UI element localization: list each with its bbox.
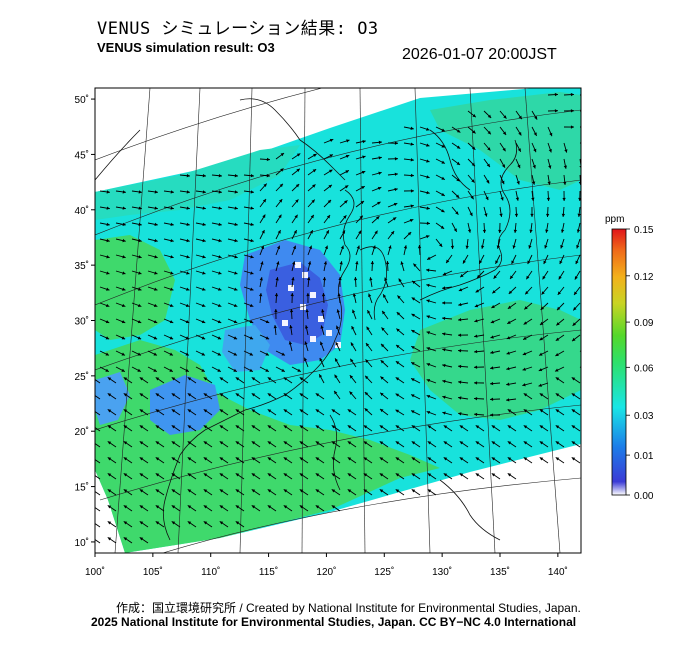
- lat-tick-label: 30˚: [75, 316, 89, 328]
- colorbar-gradient: [611, 228, 627, 496]
- lat-tick-label: 20˚: [75, 426, 89, 438]
- lon-tick-label: 120˚: [316, 566, 336, 578]
- colorbar-label: 0.09: [634, 318, 654, 329]
- lon-tick-label: 115˚: [259, 566, 278, 578]
- title-japanese: VENUS シミュレーション結果: O3: [97, 19, 379, 39]
- lon-tick-label: 110˚: [201, 566, 220, 578]
- o3-region-pacific: [410, 300, 581, 420]
- lon-tick-label: 130˚: [432, 566, 452, 578]
- title-english: VENUS simulation result: O3: [97, 40, 275, 55]
- colorbar-label: 0.03: [634, 411, 654, 422]
- lon-tick-label: 140˚: [548, 566, 568, 578]
- lat-tick-label: 45˚: [75, 149, 89, 161]
- lat-tick-label: 40˚: [75, 205, 89, 217]
- lon-tick-label: 125˚: [374, 566, 394, 578]
- lon-tick-label: 100˚: [85, 566, 105, 578]
- coastlines: [95, 98, 518, 541]
- colorbar-label: 0.00: [634, 491, 654, 502]
- o3-region-south-low: [222, 325, 270, 372]
- wind-vector-field: [95, 92, 581, 544]
- latitude-axis: 50˚ 45˚ 40˚ 35˚ 30˚ 25˚ 20˚ 15˚ 10˚: [75, 94, 95, 549]
- colorbar-label: 0.12: [634, 272, 654, 283]
- lon-tick-label: 135˚: [490, 566, 510, 578]
- o3-region-north: [95, 145, 300, 220]
- o3-near-zero-cells: [282, 262, 341, 348]
- longitude-axis: 100˚ 105˚ 110˚ 115˚ 120˚ 125˚ 130˚ 135˚ 140˚: [85, 553, 568, 578]
- lat-tick-label: 15˚: [75, 482, 89, 494]
- o3-region-eastchina-lowest: [266, 262, 328, 345]
- o3-region-northeast: [430, 92, 581, 190]
- copyright-line: 2025 National Institute for Environmenta…: [91, 615, 577, 629]
- graticule: [95, 88, 581, 553]
- lat-tick-label: 10˚: [75, 537, 89, 549]
- lat-tick-label: 35˚: [75, 260, 89, 272]
- colorbar-label: 0.15: [634, 225, 654, 236]
- colorbar-label: 0.01: [634, 451, 654, 462]
- colorbar-label: 0.06: [634, 363, 654, 374]
- lat-tick-label: 50˚: [75, 94, 89, 106]
- lat-tick-label: 25˚: [75, 371, 89, 383]
- credit-line: 作成：国立環境研究所 / Created by National Institu…: [116, 601, 581, 615]
- o3-region-taiwan-low: [95, 372, 130, 425]
- colorbar-unit: ppm: [605, 214, 624, 225]
- timestamp: 2026-01-07 20:00JST: [402, 46, 557, 63]
- colorbar: ppm 0.15 0.12 0.09 0.06 0.03 0.01 0.00: [605, 214, 654, 502]
- lon-tick-label: 105˚: [143, 566, 163, 578]
